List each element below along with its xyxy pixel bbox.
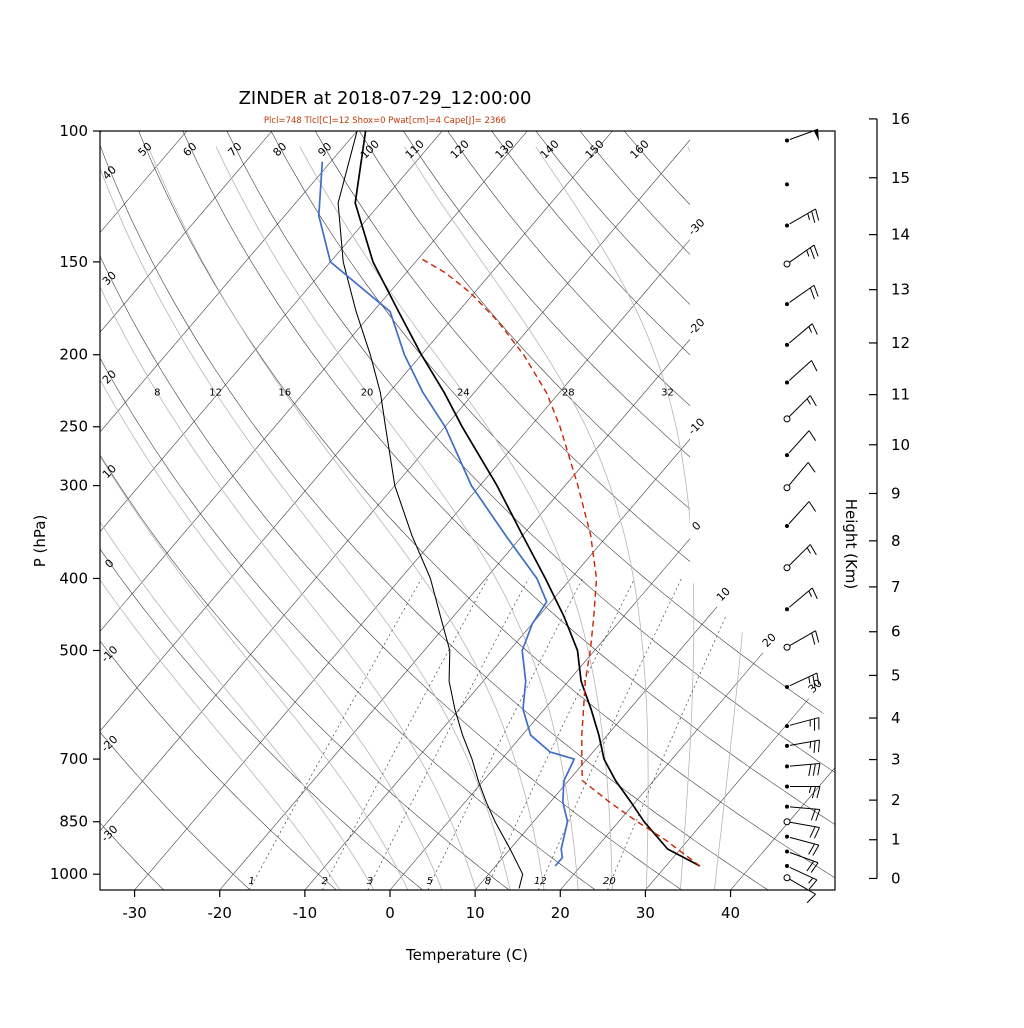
temperature-ticks: -30 -20 -10 0 10 20 30 40	[122, 890, 740, 922]
isotherm-label: 10	[714, 585, 733, 604]
chart-subtitle: Plcl=748 Tlcl[C]=12 Shox=0 Pwat[cm]=4 Ca…	[263, 116, 507, 126]
dry-adiabat-label: 30	[100, 269, 119, 288]
mixing-ratio-label: 3	[367, 876, 373, 887]
height-tick-label: 2	[891, 791, 901, 809]
height-tick-label: 8	[891, 532, 901, 550]
temperature-tick-label: 30	[636, 904, 655, 922]
mixing-ratio-label: 5	[427, 876, 433, 887]
dry-adiabat-label: 120	[448, 138, 472, 162]
moist-adiabat-label: 32	[661, 388, 674, 399]
height-axis-label: Height (Km)	[842, 498, 860, 590]
dry-adiabat-label: 140	[538, 138, 562, 162]
x-axis-label: Temperature (C)	[406, 946, 528, 964]
temperature-tick-label: -20	[207, 904, 232, 922]
isotherm-lines	[100, 131, 835, 890]
height-tick-label: 5	[891, 666, 901, 684]
dry-adiabat-label: -10	[99, 643, 121, 665]
height-tick-label: 15	[891, 169, 910, 187]
parcel-curve	[418, 256, 701, 867]
temperature-tick-label: 20	[551, 904, 570, 922]
mixing-ratio-label: 12	[534, 876, 547, 887]
height-tick-label: 4	[891, 709, 901, 727]
temperature-tick-label: -30	[122, 904, 147, 922]
dry-adiabat-label: 70	[225, 140, 244, 159]
dry-adiabat-label: 160	[628, 138, 652, 162]
dry-adiabat-label: 130	[493, 138, 517, 162]
height-tick-label: 10	[891, 436, 910, 454]
moist-adiabat-label: 8	[154, 388, 160, 399]
pressure-tick-label: 100	[59, 122, 88, 140]
profiles	[317, 131, 701, 889]
dry-adiabat-label: -20	[99, 733, 121, 755]
chart-title: ZINDER at 2018-07-29_12:00:00	[238, 88, 532, 109]
height-tick-label: 1	[891, 831, 901, 849]
mixing-ratio-label: 8	[485, 876, 491, 887]
dry-adiabat-label: 150	[583, 138, 607, 162]
grid-labels: 50 60 70 80 90 100 110 120 130 140 150 160403020100…	[99, 138, 825, 887]
wind-barbs	[783, 128, 821, 904]
temperature-tick-label: 10	[466, 904, 485, 922]
dry-adiabat-label: 60	[180, 140, 199, 159]
pressure-tick-label: 500	[59, 641, 88, 659]
height-tick-label: 12	[891, 334, 910, 352]
moist-adiabat-lines	[100, 146, 753, 890]
dry-adiabat-label: 10	[100, 462, 119, 481]
mixing-ratio-label: 20	[603, 876, 616, 887]
dry-adiabat-label: 110	[403, 138, 427, 162]
pressure-tick-label: 300	[59, 477, 88, 495]
aux_black-curve	[337, 131, 524, 889]
temperature-tick-label: 40	[721, 904, 740, 922]
temperature-tick-label: -10	[293, 904, 318, 922]
temperature-curve	[354, 131, 701, 867]
moist-adiabat-label: 12	[209, 388, 222, 399]
height-tick-label: 9	[891, 484, 901, 502]
pressure-tick-label: 400	[59, 569, 88, 587]
mixing-ratio-lines	[248, 578, 744, 890]
height-tick-label: 0	[891, 869, 901, 887]
isotherm-label: 0	[689, 519, 703, 533]
pressure-tick-label: 1000	[50, 865, 88, 883]
pressure-tick-label: 850	[59, 813, 88, 831]
grid-lines	[100, 131, 835, 890]
dry-adiabat-label: 0	[102, 557, 116, 571]
isotherm-label: -20	[686, 316, 708, 338]
dry-adiabat-label: 40	[100, 163, 119, 182]
height-tick-label: 6	[891, 623, 901, 641]
dry-adiabat-label: 20	[100, 367, 119, 386]
moist-adiabat-label: 20	[361, 388, 374, 399]
dry-adiabat-label: 80	[270, 140, 289, 159]
dry-adiabat-label: -30	[99, 823, 121, 845]
isotherm-label: -30	[686, 216, 708, 238]
height-tick-label: 16	[891, 110, 910, 128]
moist-adiabat-label: 24	[457, 388, 470, 399]
pressure-ticks: 100 150 200 250 300 400 500 700 850 1000	[50, 122, 100, 883]
pressure-tick-label: 250	[59, 418, 88, 436]
height-tick-label: 13	[891, 281, 910, 299]
pressure-tick-label: 200	[59, 346, 88, 364]
moist-adiabat-label: 28	[562, 388, 575, 399]
pressure-tick-label: 700	[59, 750, 88, 768]
height-tick-label: 11	[891, 386, 910, 404]
y-axis-label: P (hPa)	[31, 514, 49, 568]
moist-adiabat-label: 16	[278, 388, 291, 399]
mixing-ratio-label: 2	[322, 876, 328, 887]
isotherm-label: -10	[686, 416, 708, 438]
height-tick-label: 7	[891, 578, 901, 596]
pressure-tick-label: 150	[59, 253, 88, 271]
isotherm-label: 20	[760, 631, 779, 650]
mixing-ratio-label: 1	[248, 876, 254, 887]
height-tick-label: 14	[891, 226, 910, 244]
dewpoint-curve	[317, 161, 576, 867]
dry-adiabat-label: 90	[315, 140, 334, 159]
dry-adiabat-lines	[100, 131, 835, 890]
temperature-tick-label: 0	[385, 904, 395, 922]
height-tick-label: 3	[891, 751, 901, 769]
